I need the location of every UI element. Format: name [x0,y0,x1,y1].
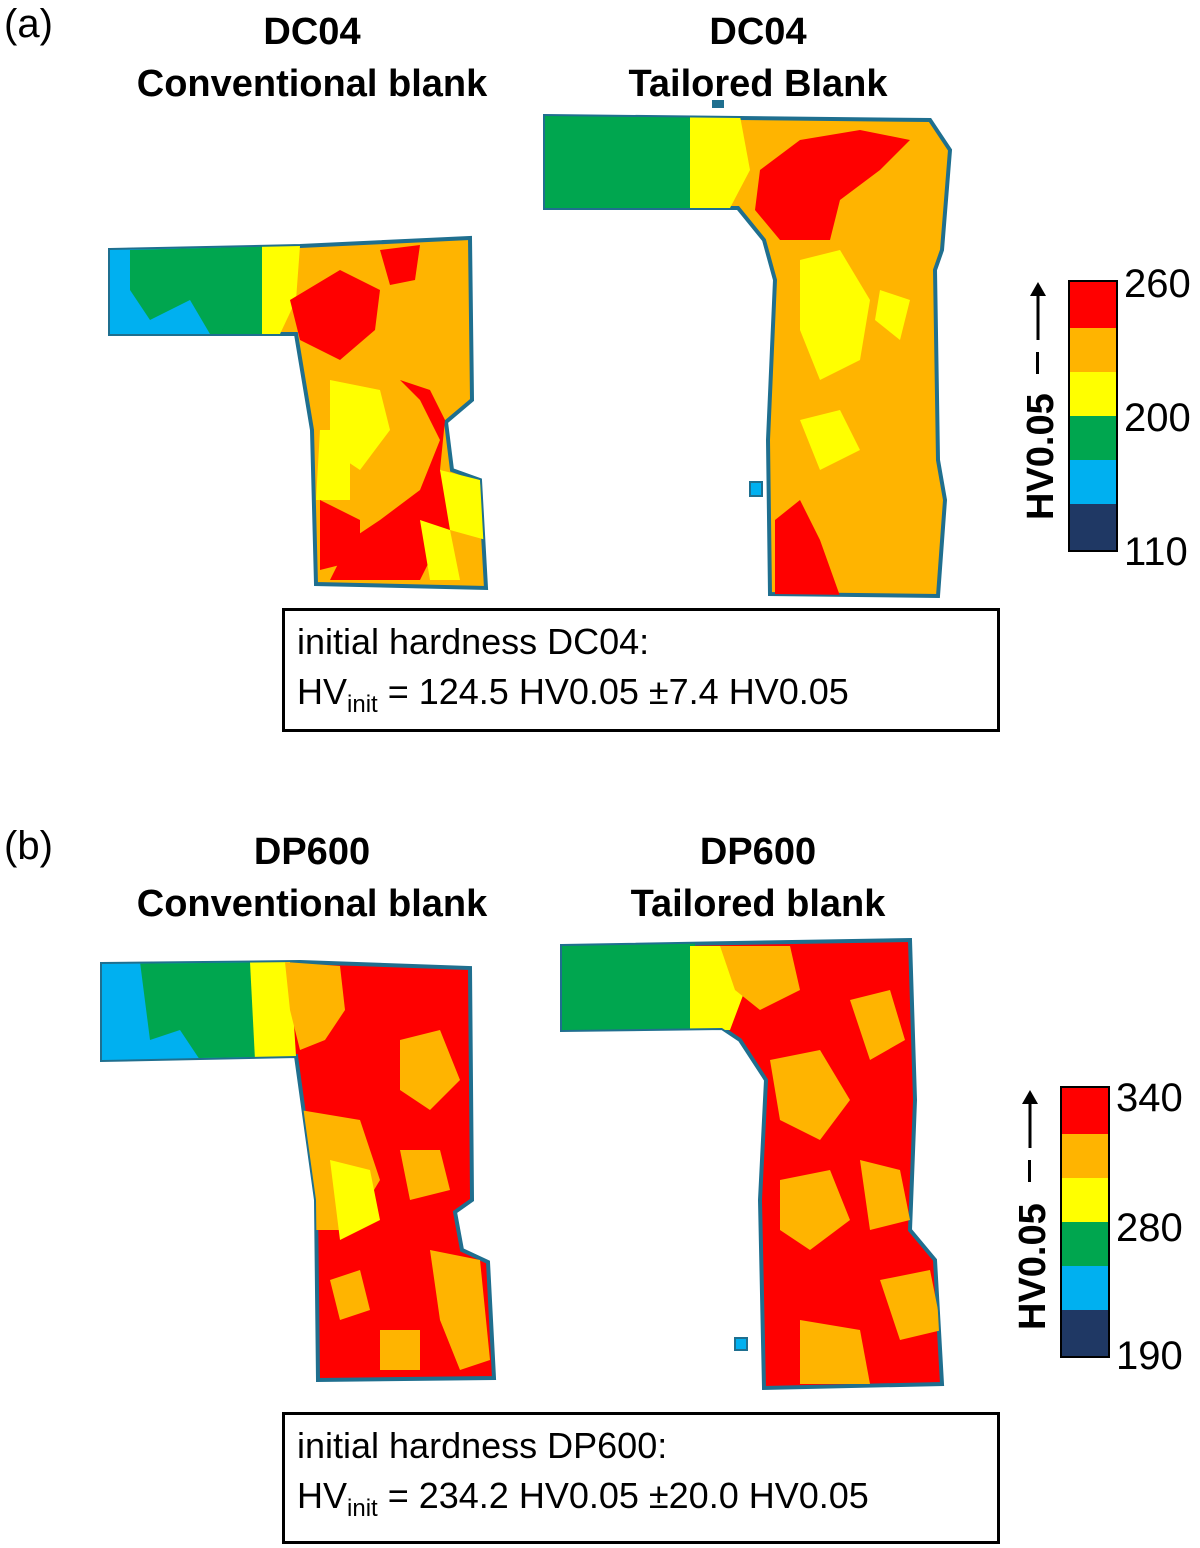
title-dc04-tailored: DC04 Tailored Blank [528,6,988,110]
scale-bin [1060,1178,1110,1222]
scale-bin [1060,1266,1110,1310]
scale-tick-max: 340 [1116,1076,1183,1120]
title-dp600-tailored: DP600 Tailored blank [528,826,988,930]
hv-subscript: init [347,691,378,718]
arrow-up-icon [1022,1090,1038,1148]
hv-value: = 234.2 HV0.05 ±20.0 HV0.05 [377,1475,869,1516]
title-material: DP600 [699,831,817,873]
info-line-2: HVinit = 124.5 HV0.05 ±7.4 HV0.05 [297,667,985,717]
title-blank-type: Tailored Blank [628,63,888,105]
scale-tick-max: 260 [1124,262,1191,306]
scale-axis-label-b: HV0.05 [1012,1203,1054,1330]
scale-bin [1068,504,1118,552]
title-blank-type: Conventional blank [136,883,488,925]
initial-hardness-box-a: initial hardness DC04: HVinit = 124.5 HV… [282,608,1000,732]
info-line-1: initial hardness DP600: [297,1425,668,1466]
title-dp600-conventional: DP600 Conventional blank [82,826,542,930]
title-dc04-conventional: DC04 Conventional blank [82,6,542,110]
panel-label-a: (a) [4,2,53,46]
title-material: DC04 [263,11,361,53]
panel-label-b: (b) [4,824,53,868]
scale-bin [1068,372,1118,416]
axis-label-dash [1028,1160,1031,1182]
hv-symbol: HV [297,671,348,712]
hv-value: = 124.5 HV0.05 ±7.4 HV0.05 [377,671,849,712]
title-blank-type: Tailored blank [630,883,886,925]
scale-bin [1060,1222,1110,1266]
scale-tick-min: 110 [1124,530,1188,574]
title-blank-type: Conventional blank [136,63,488,105]
scale-bin [1068,416,1118,460]
scale-bin [1068,460,1118,504]
title-material: DC04 [709,11,807,53]
initial-hardness-box-b: initial hardness DP600: HVinit = 234.2 H… [282,1412,1000,1544]
hv-symbol: HV [297,1475,348,1516]
scale-bin [1060,1134,1110,1178]
scale-bin [1060,1086,1110,1134]
hv-subscript: init [347,1495,378,1522]
scale-bin [1060,1310,1110,1358]
scale-tick-min: 190 [1116,1334,1183,1378]
scale-tick-mid: 200 [1124,396,1191,440]
info-line-2: HVinit = 234.2 HV0.05 ±20.0 HV0.05 [297,1471,985,1521]
scale-bin [1068,328,1118,372]
scale-bin [1068,280,1118,328]
info-line-1: initial hardness DC04: [297,621,650,662]
title-material: DP600 [253,831,371,873]
arrow-up-icon [1030,282,1046,340]
scale-tick-mid: 280 [1116,1206,1183,1250]
axis-label-dash [1036,352,1039,374]
